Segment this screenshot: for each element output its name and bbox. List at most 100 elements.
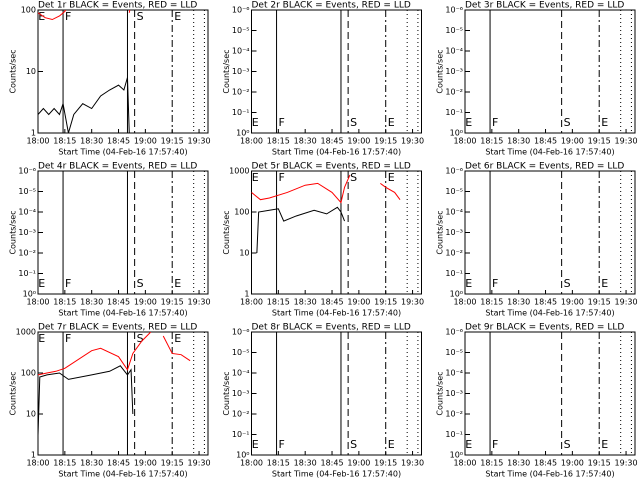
y-tick-label: 10⁻⁵	[232, 26, 250, 35]
y-tick-label: 1	[31, 129, 36, 138]
marker-label: F	[65, 10, 71, 23]
marker-label: E	[388, 116, 395, 129]
x-tick-label: 19:30	[401, 459, 424, 468]
y-tick-label: 10⁻¹	[445, 430, 463, 439]
marker-label: E	[388, 171, 395, 184]
x-tick-label: 18:45	[320, 459, 343, 468]
y-axis-label: Counts/sec	[9, 210, 18, 254]
x-tick-label: 18:00	[453, 298, 476, 307]
x-tick-label: 18:45	[320, 137, 343, 146]
x-tick-label: 18:45	[534, 137, 557, 146]
x-tick-label: 19:30	[401, 137, 424, 146]
x-tick-label: 18:30	[80, 459, 103, 468]
panel-title: Det 3r BLACK = Events, RED = LLD	[465, 1, 624, 11]
x-tick-label: 18:15	[480, 137, 503, 146]
y-tick-label: 10⁰	[450, 451, 463, 460]
y-tick-label: 10⁻⁵	[445, 26, 463, 35]
y-tick-label: 10	[26, 410, 36, 419]
series-line	[38, 77, 130, 133]
y-axis-label: Counts/sec	[222, 210, 231, 254]
y-tick-label: 10⁻⁴	[232, 47, 250, 56]
x-tick-label: 18:45	[107, 137, 130, 146]
panel-title: Det 4r BLACK = Events, RED = LLD	[38, 162, 197, 172]
y-tick-label: 10⁻¹	[18, 269, 36, 278]
x-tick-label: 18:15	[53, 137, 76, 146]
marker-label: F	[492, 438, 498, 451]
y-tick-label: 10⁻²	[232, 88, 250, 97]
marker-label: S	[350, 438, 357, 451]
x-tick-label: 19:15	[588, 137, 611, 146]
panel: Det 4r BLACK = Events, RED = LLD Counts/s…	[9, 162, 211, 318]
y-tick-label: 10⁻¹	[232, 108, 250, 117]
x-tick-label: 19:15	[374, 137, 397, 146]
marker-label: F	[279, 171, 285, 184]
x-tick-label: 19:30	[188, 137, 211, 146]
x-tick-label: 19:30	[615, 298, 638, 307]
marker-label: E	[601, 438, 608, 451]
marker-label: S	[137, 10, 144, 23]
y-tick-label: 10⁻⁶	[232, 328, 250, 337]
y-tick-label: 10⁰	[236, 451, 249, 460]
y-tick-label: 10⁻⁴	[232, 369, 250, 378]
series-line	[38, 10, 131, 21]
panel-title: Det 8r BLACK = Events, RED = LLD	[252, 323, 411, 333]
y-tick-label: 10⁻⁴	[445, 369, 463, 378]
x-tick-label: 19:30	[188, 298, 211, 307]
y-tick-label: 10⁻³	[445, 67, 463, 76]
x-tick-label: 18:15	[267, 137, 290, 146]
y-tick-label: 10⁰	[450, 129, 463, 138]
y-tick-label: 10⁻²	[445, 88, 463, 97]
marker-label: F	[65, 277, 71, 290]
x-tick-label: 18:00	[240, 298, 263, 307]
panel: Det 5r BLACK = Events, RED = LLD Counts/s…	[222, 162, 424, 318]
y-tick-label: 10⁻¹	[445, 108, 463, 117]
y-axis-label: Counts/sec	[436, 210, 445, 254]
y-tick-label: 1000	[16, 328, 36, 337]
y-tick-label: 10⁻⁴	[445, 47, 463, 56]
series-line	[251, 174, 401, 204]
x-tick-label: 18:30	[294, 137, 317, 146]
y-tick-label: 10⁻⁵	[445, 348, 463, 357]
y-tick-label: 10⁻²	[445, 249, 463, 258]
x-tick-label: 18:15	[480, 459, 503, 468]
marker-label: E	[174, 277, 181, 290]
panel: Det 3r BLACK = Events, RED = LLD Counts/s…	[436, 1, 638, 157]
marker-label: E	[388, 438, 395, 451]
y-tick-label: 10⁻⁶	[445, 167, 463, 176]
x-tick-label: 19:00	[134, 137, 157, 146]
panel: Det 8r BLACK = Events, RED = LLD Counts/s…	[222, 323, 424, 479]
x-tick-label: 18:45	[534, 298, 557, 307]
x-tick-label: 19:00	[347, 298, 370, 307]
marker-label: F	[492, 116, 498, 129]
x-tick-label: 18:45	[107, 298, 130, 307]
x-axis-label: Start Time (04-Feb-16 17:57:40)	[272, 470, 401, 479]
x-tick-label: 18:30	[507, 298, 530, 307]
x-axis-label: Start Time (04-Feb-16 17:57:40)	[272, 309, 401, 318]
marker-label: S	[350, 171, 357, 184]
y-axis-label: Counts/sec	[9, 49, 18, 93]
y-tick-label: 10⁰	[236, 129, 249, 138]
y-tick-label: 10⁰	[450, 290, 463, 299]
x-tick-label: 18:00	[453, 459, 476, 468]
marker-label: E	[174, 332, 181, 345]
x-tick-label: 19:15	[374, 298, 397, 307]
series-line	[38, 332, 191, 376]
y-tick-label: 10⁻⁶	[445, 328, 463, 337]
x-tick-label: 18:00	[26, 137, 49, 146]
panel-title: Det 9r BLACK = Events, RED = LLD	[465, 323, 624, 333]
marker-label: S	[137, 277, 144, 290]
x-tick-label: 18:45	[107, 459, 130, 468]
y-tick-label: 1	[31, 451, 36, 460]
x-tick-label: 18:00	[26, 459, 49, 468]
panel-title: Det 2r BLACK = Events, RED = LLD	[252, 1, 411, 11]
x-tick-label: 18:30	[80, 137, 103, 146]
y-tick-label: 10	[239, 249, 249, 258]
y-tick-label: 10⁻³	[232, 67, 250, 76]
y-tick-label: 10	[26, 67, 36, 76]
x-tick-label: 19:15	[588, 298, 611, 307]
marker-label: E	[252, 438, 259, 451]
marker-label: E	[38, 277, 45, 290]
marker-label: S	[564, 116, 571, 129]
